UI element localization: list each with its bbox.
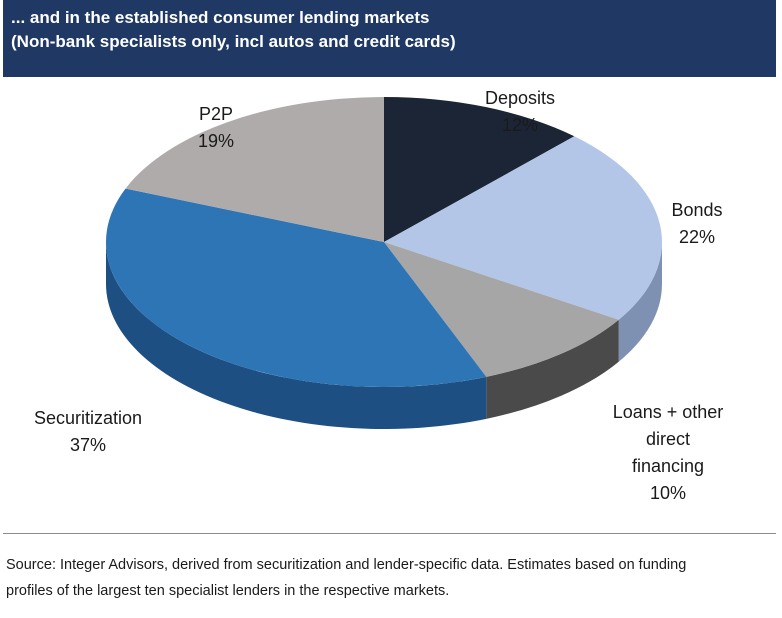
slice-name-loans-other-direct-financing: Loans + other [613,402,724,422]
slice-label-deposits: Deposits 12% [485,88,555,135]
pie-chart: Deposits 12% Bonds 22% Loans + other direct fi… [34,88,723,503]
pie-side-loans-other-direct-financing [486,319,619,419]
slice-name-securitization: Securitization [34,408,142,428]
pie-slice-deposits [384,97,575,242]
slice-name-bonds: Bonds [671,200,722,220]
chart-title: ... and in the established consumer lend… [11,8,430,27]
pie-tops [105,97,662,388]
slice-value-securitization: 37% [70,435,106,455]
slice-label-securitization: Securitization 37% [34,408,142,455]
slice-label-loans-other-direct-financing: Loans + other direct financing 10% [613,402,724,503]
pie-slice-loans-other-direct-financing [384,242,619,377]
slice-name-deposits: Deposits [485,88,555,108]
pie-sides [106,242,662,430]
slice-value-bonds: 22% [679,227,715,247]
source-note: Source: Integer Advisors, derived from s… [6,552,776,604]
slice-name-p2p: P2P [199,104,233,124]
slice-value-p2p: 19% [198,131,234,151]
chart-subtitle: (Non-bank specialists only, incl autos a… [11,32,456,51]
slice-value-deposits: 12% [502,115,538,135]
pie-slice-p2p [125,97,385,242]
slice-name-loans-other-direct-financing: financing [632,456,704,476]
chart-header: ... and in the established consumer lend… [3,0,776,77]
pie-slice-securitization [105,188,487,388]
slice-label-bonds: Bonds 22% [671,200,722,247]
source-line-1: Source: Integer Advisors, derived from s… [6,557,687,573]
pie-side-bonds [618,242,662,362]
slice-value-loans-other-direct-financing: 10% [650,483,686,503]
pie-side-securitization [106,242,487,430]
source-line-2: profiles of the largest ten specialist l… [6,583,450,599]
slice-name-loans-other-direct-financing: direct [646,429,690,449]
pie-slice-bonds [384,136,662,320]
pie-labels: Deposits 12% Bonds 22% Loans + other direct fi… [34,88,723,503]
divider [3,533,776,534]
slice-label-p2p: P2P 19% [198,104,234,151]
